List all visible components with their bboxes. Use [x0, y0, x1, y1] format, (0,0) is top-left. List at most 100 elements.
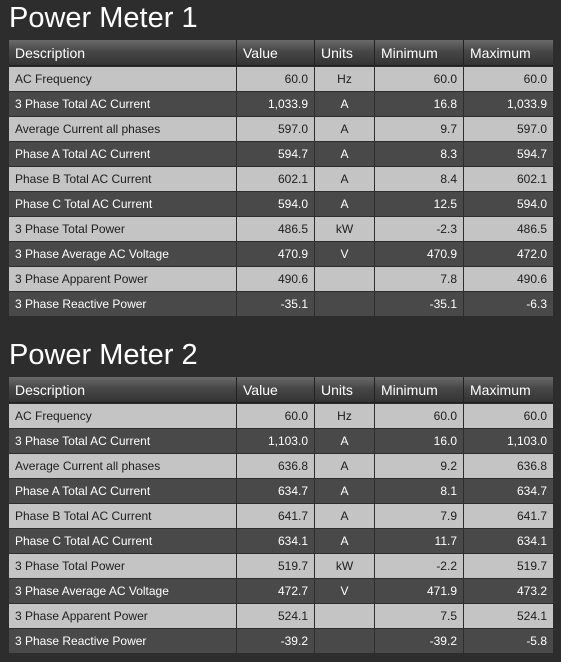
row-value: 1,033.9: [236, 91, 314, 116]
table-row: Phase B Total AC Current 641.7 A 7.9 641.7: [9, 503, 553, 528]
column-header-maximum[interactable]: Maximum: [463, 40, 553, 66]
row-minimum: 7.8: [374, 266, 463, 291]
row-value: 597.0: [236, 116, 314, 141]
column-header-minimum[interactable]: Minimum: [374, 377, 463, 403]
row-units: V: [314, 241, 374, 266]
row-value: 524.1: [236, 603, 314, 628]
row-value: 602.1: [236, 166, 314, 191]
column-header-maximum[interactable]: Maximum: [463, 377, 553, 403]
power-meter-2-table: Description Value Units Minimum Maximum …: [9, 377, 553, 653]
row-units: kW: [314, 216, 374, 241]
column-header-value[interactable]: Value: [236, 377, 314, 403]
row-minimum: 12.5: [374, 191, 463, 216]
column-header-units[interactable]: Units: [314, 40, 374, 66]
row-description: Phase A Total AC Current: [9, 478, 236, 503]
row-value: 594.0: [236, 191, 314, 216]
row-maximum: 602.1: [463, 166, 553, 191]
row-minimum: 16.8: [374, 91, 463, 116]
table-row: Phase C Total AC Current 634.1 A 11.7 634.1: [9, 528, 553, 553]
row-description: 3 Phase Apparent Power: [9, 266, 236, 291]
row-units: A: [314, 478, 374, 503]
column-header-description[interactable]: Description: [9, 377, 236, 403]
row-value: -35.1: [236, 291, 314, 316]
row-units: Hz: [314, 403, 374, 428]
row-value: 594.7: [236, 141, 314, 166]
table-row: Average Current all phases 636.8 A 9.2 636.8: [9, 453, 553, 478]
row-maximum: 636.8: [463, 453, 553, 478]
table-header-row: Description Value Units Minimum Maximum: [9, 40, 553, 66]
row-description: 3 Phase Total AC Current: [9, 91, 236, 116]
power-meter-2-rows: AC Frequency 60.0 Hz 60.0 60.0 3 Phase Total …: [9, 403, 553, 653]
row-value: 60.0: [236, 403, 314, 428]
power-meter-2-panel: Power Meter 2 Description Value Units Mi…: [9, 337, 553, 653]
row-value: -39.2: [236, 628, 314, 653]
row-description: Phase B Total AC Current: [9, 166, 236, 191]
row-units: A: [314, 141, 374, 166]
row-minimum: 7.9: [374, 503, 463, 528]
table-row: 3 Phase Total AC Current 1,103.0 A 16.0 1,10…: [9, 428, 553, 453]
row-value: 634.1: [236, 528, 314, 553]
column-header-value[interactable]: Value: [236, 40, 314, 66]
row-units: [314, 291, 374, 316]
row-minimum: 9.2: [374, 453, 463, 478]
table-row: 3 Phase Total Power 519.7 kW -2.2 519.7: [9, 553, 553, 578]
row-value: 60.0: [236, 66, 314, 91]
row-description: Average Current all phases: [9, 116, 236, 141]
table-row: AC Frequency 60.0 Hz 60.0 60.0: [9, 66, 553, 91]
table-row: 3 Phase Total AC Current 1,033.9 A 16.8 1,03…: [9, 91, 553, 116]
row-minimum: 8.1: [374, 478, 463, 503]
row-description: AC Frequency: [9, 403, 236, 428]
row-description: 3 Phase Total AC Current: [9, 428, 236, 453]
row-units: A: [314, 166, 374, 191]
row-units: [314, 628, 374, 653]
row-minimum: 60.0: [374, 403, 463, 428]
column-header-minimum[interactable]: Minimum: [374, 40, 463, 66]
row-maximum: 519.7: [463, 553, 553, 578]
power-meter-1-rows: AC Frequency 60.0 Hz 60.0 60.0 3 Phase Total …: [9, 66, 553, 316]
row-units: V: [314, 578, 374, 603]
table-row: Phase C Total AC Current 594.0 A 12.5 594.0: [9, 191, 553, 216]
row-maximum: 60.0: [463, 403, 553, 428]
row-value: 634.7: [236, 478, 314, 503]
row-units: Hz: [314, 66, 374, 91]
power-meter-1-panel: Power Meter 1 Description Value Units Mi…: [9, 0, 553, 316]
row-maximum: -6.3: [463, 291, 553, 316]
row-description: 3 Phase Average AC Voltage: [9, 578, 236, 603]
row-maximum: 594.0: [463, 191, 553, 216]
row-minimum: -2.3: [374, 216, 463, 241]
column-header-description[interactable]: Description: [9, 40, 236, 66]
row-description: AC Frequency: [9, 66, 236, 91]
row-minimum: 7.5: [374, 603, 463, 628]
row-value: 472.7: [236, 578, 314, 603]
row-description: 3 Phase Total Power: [9, 216, 236, 241]
table-row: Phase B Total AC Current 602.1 A 8.4 602.1: [9, 166, 553, 191]
row-value: 636.8: [236, 453, 314, 478]
table-row: 3 Phase Average AC Voltage 472.7 V 471.9 473…: [9, 578, 553, 603]
row-maximum: 472.0: [463, 241, 553, 266]
row-maximum: 486.5: [463, 216, 553, 241]
row-maximum: 594.7: [463, 141, 553, 166]
row-description: Average Current all phases: [9, 453, 236, 478]
row-maximum: 1,033.9: [463, 91, 553, 116]
table-row: 3 Phase Apparent Power 490.6 7.8 490.6: [9, 266, 553, 291]
row-description: Phase A Total AC Current: [9, 141, 236, 166]
row-maximum: 641.7: [463, 503, 553, 528]
row-units: [314, 266, 374, 291]
row-maximum: 524.1: [463, 603, 553, 628]
row-description: 3 Phase Reactive Power: [9, 628, 236, 653]
row-description: Phase C Total AC Current: [9, 191, 236, 216]
column-header-units[interactable]: Units: [314, 377, 374, 403]
row-maximum: 597.0: [463, 116, 553, 141]
row-minimum: -35.1: [374, 291, 463, 316]
row-units: A: [314, 428, 374, 453]
row-maximum: 1,103.0: [463, 428, 553, 453]
table-row: 3 Phase Average AC Voltage 470.9 V 470.9 472…: [9, 241, 553, 266]
row-value: 1,103.0: [236, 428, 314, 453]
table-row: Phase A Total AC Current 594.7 A 8.3 594.7: [9, 141, 553, 166]
table-row: 3 Phase Total Power 486.5 kW -2.3 486.5: [9, 216, 553, 241]
row-description: 3 Phase Reactive Power: [9, 291, 236, 316]
row-value: 470.9: [236, 241, 314, 266]
table-row: Phase A Total AC Current 634.7 A 8.1 634.7: [9, 478, 553, 503]
row-maximum: 634.7: [463, 478, 553, 503]
row-minimum: -2.2: [374, 553, 463, 578]
